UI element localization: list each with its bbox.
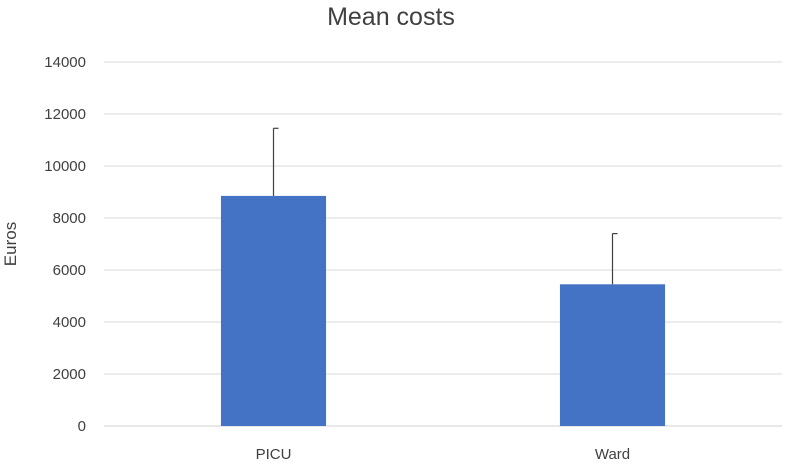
y-tick-labels: 0 2000 4000 6000 8000 10000 12000 14000 xyxy=(44,54,86,435)
y-tick-label: 14000 xyxy=(44,54,86,71)
y-tick-label: 12000 xyxy=(44,106,86,123)
y-tick-label: 10000 xyxy=(44,158,86,175)
y-tick-label: 2000 xyxy=(53,366,86,383)
error-bars xyxy=(272,127,618,285)
y-tick-label: 8000 xyxy=(53,210,86,227)
gridlines xyxy=(104,61,782,427)
x-tick-labels: PICU Ward xyxy=(256,446,631,463)
chart-title: Mean costs xyxy=(327,3,455,31)
x-tick-label: Ward xyxy=(595,446,630,463)
y-tick-label: 4000 xyxy=(53,314,86,331)
bar-picu xyxy=(220,195,327,426)
x-tick-label: PICU xyxy=(256,446,292,463)
bars xyxy=(220,195,666,426)
bar-ward xyxy=(559,284,666,426)
y-axis-label: Euros xyxy=(1,222,20,266)
y-tick-label: 6000 xyxy=(53,262,86,279)
y-tick-label: 0 xyxy=(78,418,86,435)
